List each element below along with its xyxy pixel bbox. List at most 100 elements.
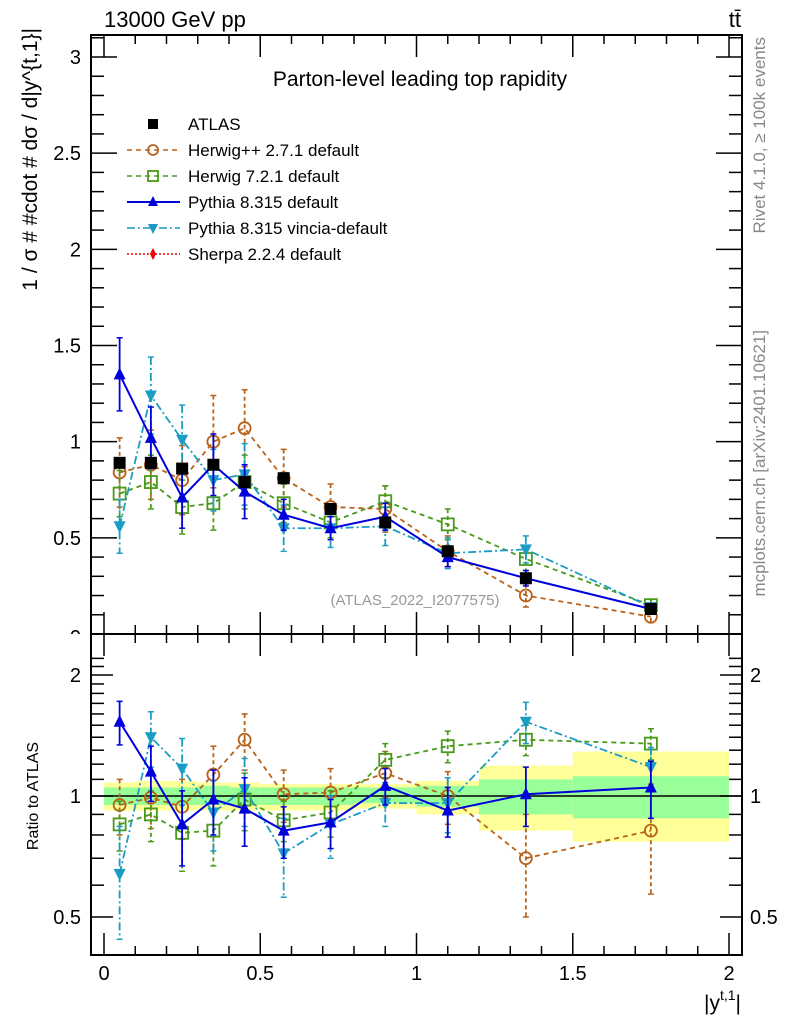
ratio-point	[144, 764, 157, 777]
ratio-point	[237, 732, 252, 747]
main-title: Parton-level leading top rapidity	[273, 68, 568, 91]
data-point	[441, 545, 454, 558]
data-point	[277, 472, 290, 485]
x-axis-label-end: |	[736, 992, 741, 1015]
data-point	[518, 588, 533, 603]
data-point	[238, 476, 251, 489]
data-point	[113, 521, 126, 534]
x-tick-label: 0.5	[246, 963, 274, 985]
ratio-point	[176, 817, 189, 830]
y-tick-label-zero: 0	[70, 627, 81, 649]
data-point	[238, 484, 251, 497]
ratio-line	[119, 738, 651, 834]
data-point	[324, 502, 337, 515]
legend-item: Herwig 7.2.1 default	[127, 167, 339, 186]
y-tick-label: 1.5	[53, 336, 81, 358]
legend-item: ATLAS	[148, 115, 241, 134]
ratio-point	[276, 787, 291, 802]
x-tick-label: 0	[98, 963, 109, 985]
data-point	[324, 521, 337, 534]
ratio-point	[144, 732, 157, 745]
legend: ATLAS Herwig++ 2.7.1 default Herwig 7.2.1 …	[127, 115, 388, 264]
x-tick-label: 2	[723, 963, 734, 985]
series-line	[118, 373, 652, 610]
ratio-y-tick-label: 0.5	[53, 907, 81, 929]
ratio-y-tick-label: 1	[70, 786, 81, 808]
ratio-plot-area	[112, 700, 658, 941]
ratio-point	[519, 716, 532, 729]
data-point	[440, 517, 455, 532]
main-axes: 0.5 1 1.5 2 2.5 3 0	[53, 34, 743, 649]
ratio-point	[519, 787, 532, 800]
ratio-y-tick-label-right: 1	[750, 786, 761, 808]
legend-label: ATLAS	[188, 115, 241, 134]
legend-label: Sherpa 2.2.4 default	[188, 245, 341, 264]
ratio-panel: Ratio to ATLAS 0.5 0.5 1 1 2 2 0 0.5 1 1.5 2	[25, 633, 778, 985]
series-line	[119, 427, 652, 618]
ratio-point	[176, 763, 189, 776]
data-point	[143, 475, 158, 489]
legend-marker	[148, 119, 158, 129]
y-tick-label: 2.5	[53, 143, 81, 165]
mcplots-label: mcplots.cern.ch [arXiv:2401.10621]	[750, 330, 769, 596]
ratio-point	[238, 801, 251, 814]
legend-item: Pythia 8.315 vincia-default	[127, 219, 388, 238]
y-tick-label: 3	[70, 47, 81, 69]
x-axis-label-base: |y	[704, 992, 720, 1015]
legend-label: Herwig 7.2.1 default	[188, 167, 339, 186]
ratio-point	[643, 823, 658, 838]
y-tick-label: 2	[70, 239, 81, 261]
ratio-y-tick-label-right: 2	[750, 665, 761, 687]
x-axis-label-sup: t,1	[720, 987, 736, 1003]
data-point	[176, 462, 189, 475]
legend-item: Sherpa 2.2.4 default	[127, 245, 341, 264]
legend-label: Pythia 8.315 vincia-default	[188, 219, 388, 238]
ratio-point	[378, 752, 393, 767]
main-y-axis-label: 1 / σ # #cdot # dσ / d|y^{t,1}|	[19, 28, 42, 291]
x-tick-label: 1	[411, 963, 422, 985]
data-point	[277, 507, 290, 520]
ratio-point	[518, 851, 533, 866]
series-line	[119, 481, 652, 606]
legend-marker	[148, 224, 158, 234]
data-point	[379, 516, 392, 529]
data-point	[519, 544, 532, 557]
main-plot-area	[112, 337, 658, 624]
data-point	[519, 572, 532, 585]
ratio-point	[207, 792, 220, 805]
ratio-point	[440, 739, 455, 754]
data-point	[176, 434, 189, 447]
data-point	[207, 458, 220, 471]
ratio-point	[113, 868, 126, 881]
legend-label: Pythia 8.315 default	[188, 193, 339, 212]
data-point	[144, 390, 157, 403]
data-point	[176, 490, 189, 503]
legend-item: Herwig++ 2.7.1 default	[127, 141, 359, 160]
ratio-axes: 0.5 0.5 1 1 2 2 0 0.5 1 1.5 2	[53, 633, 778, 985]
legend-marker	[147, 144, 159, 156]
beam-label: 13000 GeV pp	[104, 7, 246, 32]
ratio-point	[277, 823, 290, 836]
series-atlas	[113, 456, 657, 615]
ratio-point	[518, 732, 533, 747]
legend-item: Pythia 8.315 default	[127, 193, 339, 212]
ratio-y-tick-label: 2	[70, 665, 81, 687]
x-axis-label: |yt,1|	[704, 987, 741, 1015]
process-label: tt̄	[729, 7, 741, 32]
x-tick-label: 1.5	[559, 963, 587, 985]
data-point	[237, 421, 252, 436]
legend-marker	[147, 170, 159, 182]
ratio-point	[441, 803, 454, 816]
ratio-point	[379, 778, 392, 791]
ratio-point	[113, 714, 126, 727]
data-point	[644, 602, 657, 615]
ratio-y-axis-label: Ratio to ATLAS	[25, 742, 42, 850]
watermark: (ATLAS_2022_I2077575)	[330, 592, 499, 609]
data-point	[113, 367, 126, 380]
data-point	[144, 456, 157, 469]
ratio-point	[324, 815, 337, 828]
y-tick-label: 1	[70, 432, 81, 454]
ratio-series-pythia-8-315-default	[113, 700, 657, 867]
y-tick-label: 0.5	[53, 528, 81, 550]
